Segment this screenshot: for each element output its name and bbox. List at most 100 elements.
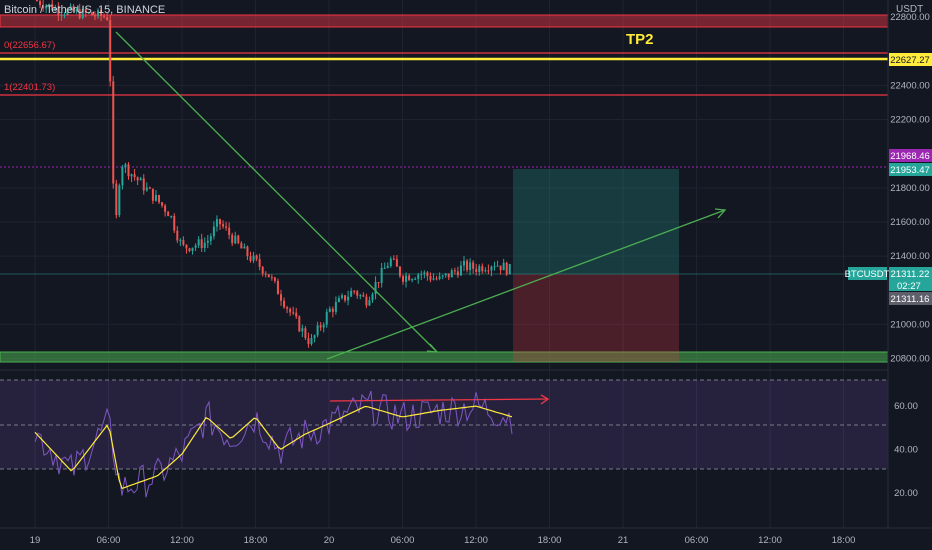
candle-body	[78, 9, 81, 19]
candle-body	[365, 296, 368, 306]
candle-body	[283, 300, 286, 308]
candle-body	[112, 81, 115, 184]
candle-body	[405, 275, 408, 282]
candle-body	[420, 273, 423, 275]
chart-title: Bitcoin / TetherUS, 15, BINANCE	[4, 4, 166, 16]
candle-body	[472, 262, 475, 269]
candles	[36, 0, 511, 348]
price-tick-label: 21400.00	[890, 251, 930, 262]
time-tick-label: 06:00	[391, 535, 415, 546]
rsi-divergence-line[interactable]	[329, 398, 549, 402]
position-target-zone[interactable]	[513, 169, 679, 274]
candle-body	[179, 240, 182, 242]
price-tick-label: 21000.00	[890, 319, 930, 330]
candle-body	[310, 338, 313, 345]
candle-body	[344, 295, 347, 301]
time-tick-label: 20	[324, 535, 335, 546]
tp2-label: TP2	[626, 31, 654, 48]
candle-body	[441, 275, 444, 277]
rsi-tick-label: 60.00	[894, 401, 918, 412]
candle-body	[240, 243, 243, 249]
candle-body	[484, 270, 487, 272]
candle-body	[386, 266, 389, 268]
position-stop-zone[interactable]	[513, 274, 679, 362]
candle-body	[87, 12, 90, 14]
candle-body	[45, 5, 48, 9]
fib-1-label: 1(22401.73)	[4, 82, 55, 93]
candle-body	[304, 328, 307, 339]
candle-body	[39, 0, 42, 6]
candle-body	[103, 16, 106, 18]
candle-body	[423, 272, 426, 274]
candle-body	[267, 274, 270, 278]
candle-body	[161, 202, 164, 206]
candle-body	[417, 274, 420, 279]
candle-body	[402, 276, 404, 282]
candle-body	[90, 12, 93, 16]
candle-body	[426, 272, 429, 277]
candle-body	[197, 239, 200, 246]
candle-body	[493, 266, 496, 268]
candle-body	[255, 255, 258, 260]
candle-body	[359, 295, 362, 297]
candle-body	[252, 255, 255, 261]
candle-body	[444, 273, 447, 276]
candle-body	[456, 271, 459, 276]
candle-body	[389, 258, 392, 267]
candle-body	[249, 256, 252, 261]
candle-body	[206, 240, 209, 243]
candle-body	[368, 300, 371, 306]
candle-body	[124, 164, 127, 168]
candle-body	[347, 296, 350, 301]
candle-body	[182, 240, 185, 245]
candle-body	[84, 8, 87, 13]
candle-body	[280, 294, 282, 301]
candle-body	[185, 244, 188, 249]
candle-body	[319, 325, 322, 328]
candle-body	[118, 185, 121, 216]
candle-body	[298, 316, 301, 332]
candle-body	[261, 266, 264, 274]
fib-0-label: 0(22656.67)	[4, 40, 55, 51]
candle-body	[194, 245, 197, 248]
candle-body	[356, 291, 359, 296]
time-axis[interactable]: 19 06:00 12:00 18:00 20 06:00 12:00 18:00 21 06:0…	[30, 535, 856, 546]
uptrend-line[interactable]	[326, 209, 726, 360]
price-tick-label: 22800.00	[890, 12, 930, 23]
price-axis[interactable]	[888, 0, 932, 528]
target-price-tag-text: 21953.47	[890, 165, 930, 176]
candle-body	[133, 174, 136, 178]
candle-body	[215, 219, 218, 227]
candle-body	[276, 280, 279, 295]
candle-body	[380, 268, 383, 284]
rsi-tick-label: 20.00	[894, 488, 918, 499]
candle-body	[106, 17, 109, 21]
rsi-ma-line	[34, 405, 513, 490]
time-tick-label: 18:00	[244, 535, 268, 546]
time-tick-label: 06:00	[97, 535, 121, 546]
purple-price-tag	[889, 149, 932, 162]
candle-body	[295, 312, 298, 317]
candle-body	[154, 195, 157, 201]
candle-body	[127, 164, 130, 177]
candle-body	[258, 259, 261, 267]
rsi-axis-ticks: 60.00 40.00 20.00	[894, 401, 918, 499]
candle-body	[142, 178, 145, 191]
rsi-indicator	[34, 390, 513, 498]
time-tick-label: 12:00	[170, 535, 194, 546]
ticker-tag	[848, 267, 887, 280]
candle-body	[170, 216, 173, 218]
candle-body	[164, 205, 167, 212]
candle-body	[502, 262, 505, 271]
candle-body	[334, 301, 337, 312]
candle-body	[438, 276, 441, 280]
candle-body	[496, 265, 499, 267]
candle-body	[54, 7, 57, 11]
candle-body	[301, 328, 304, 332]
time-tick-label: 19	[30, 535, 41, 546]
candle-body	[203, 242, 206, 249]
candle-body	[487, 270, 490, 272]
downtrend-line[interactable]	[115, 31, 438, 353]
current-price-tag	[889, 267, 932, 291]
